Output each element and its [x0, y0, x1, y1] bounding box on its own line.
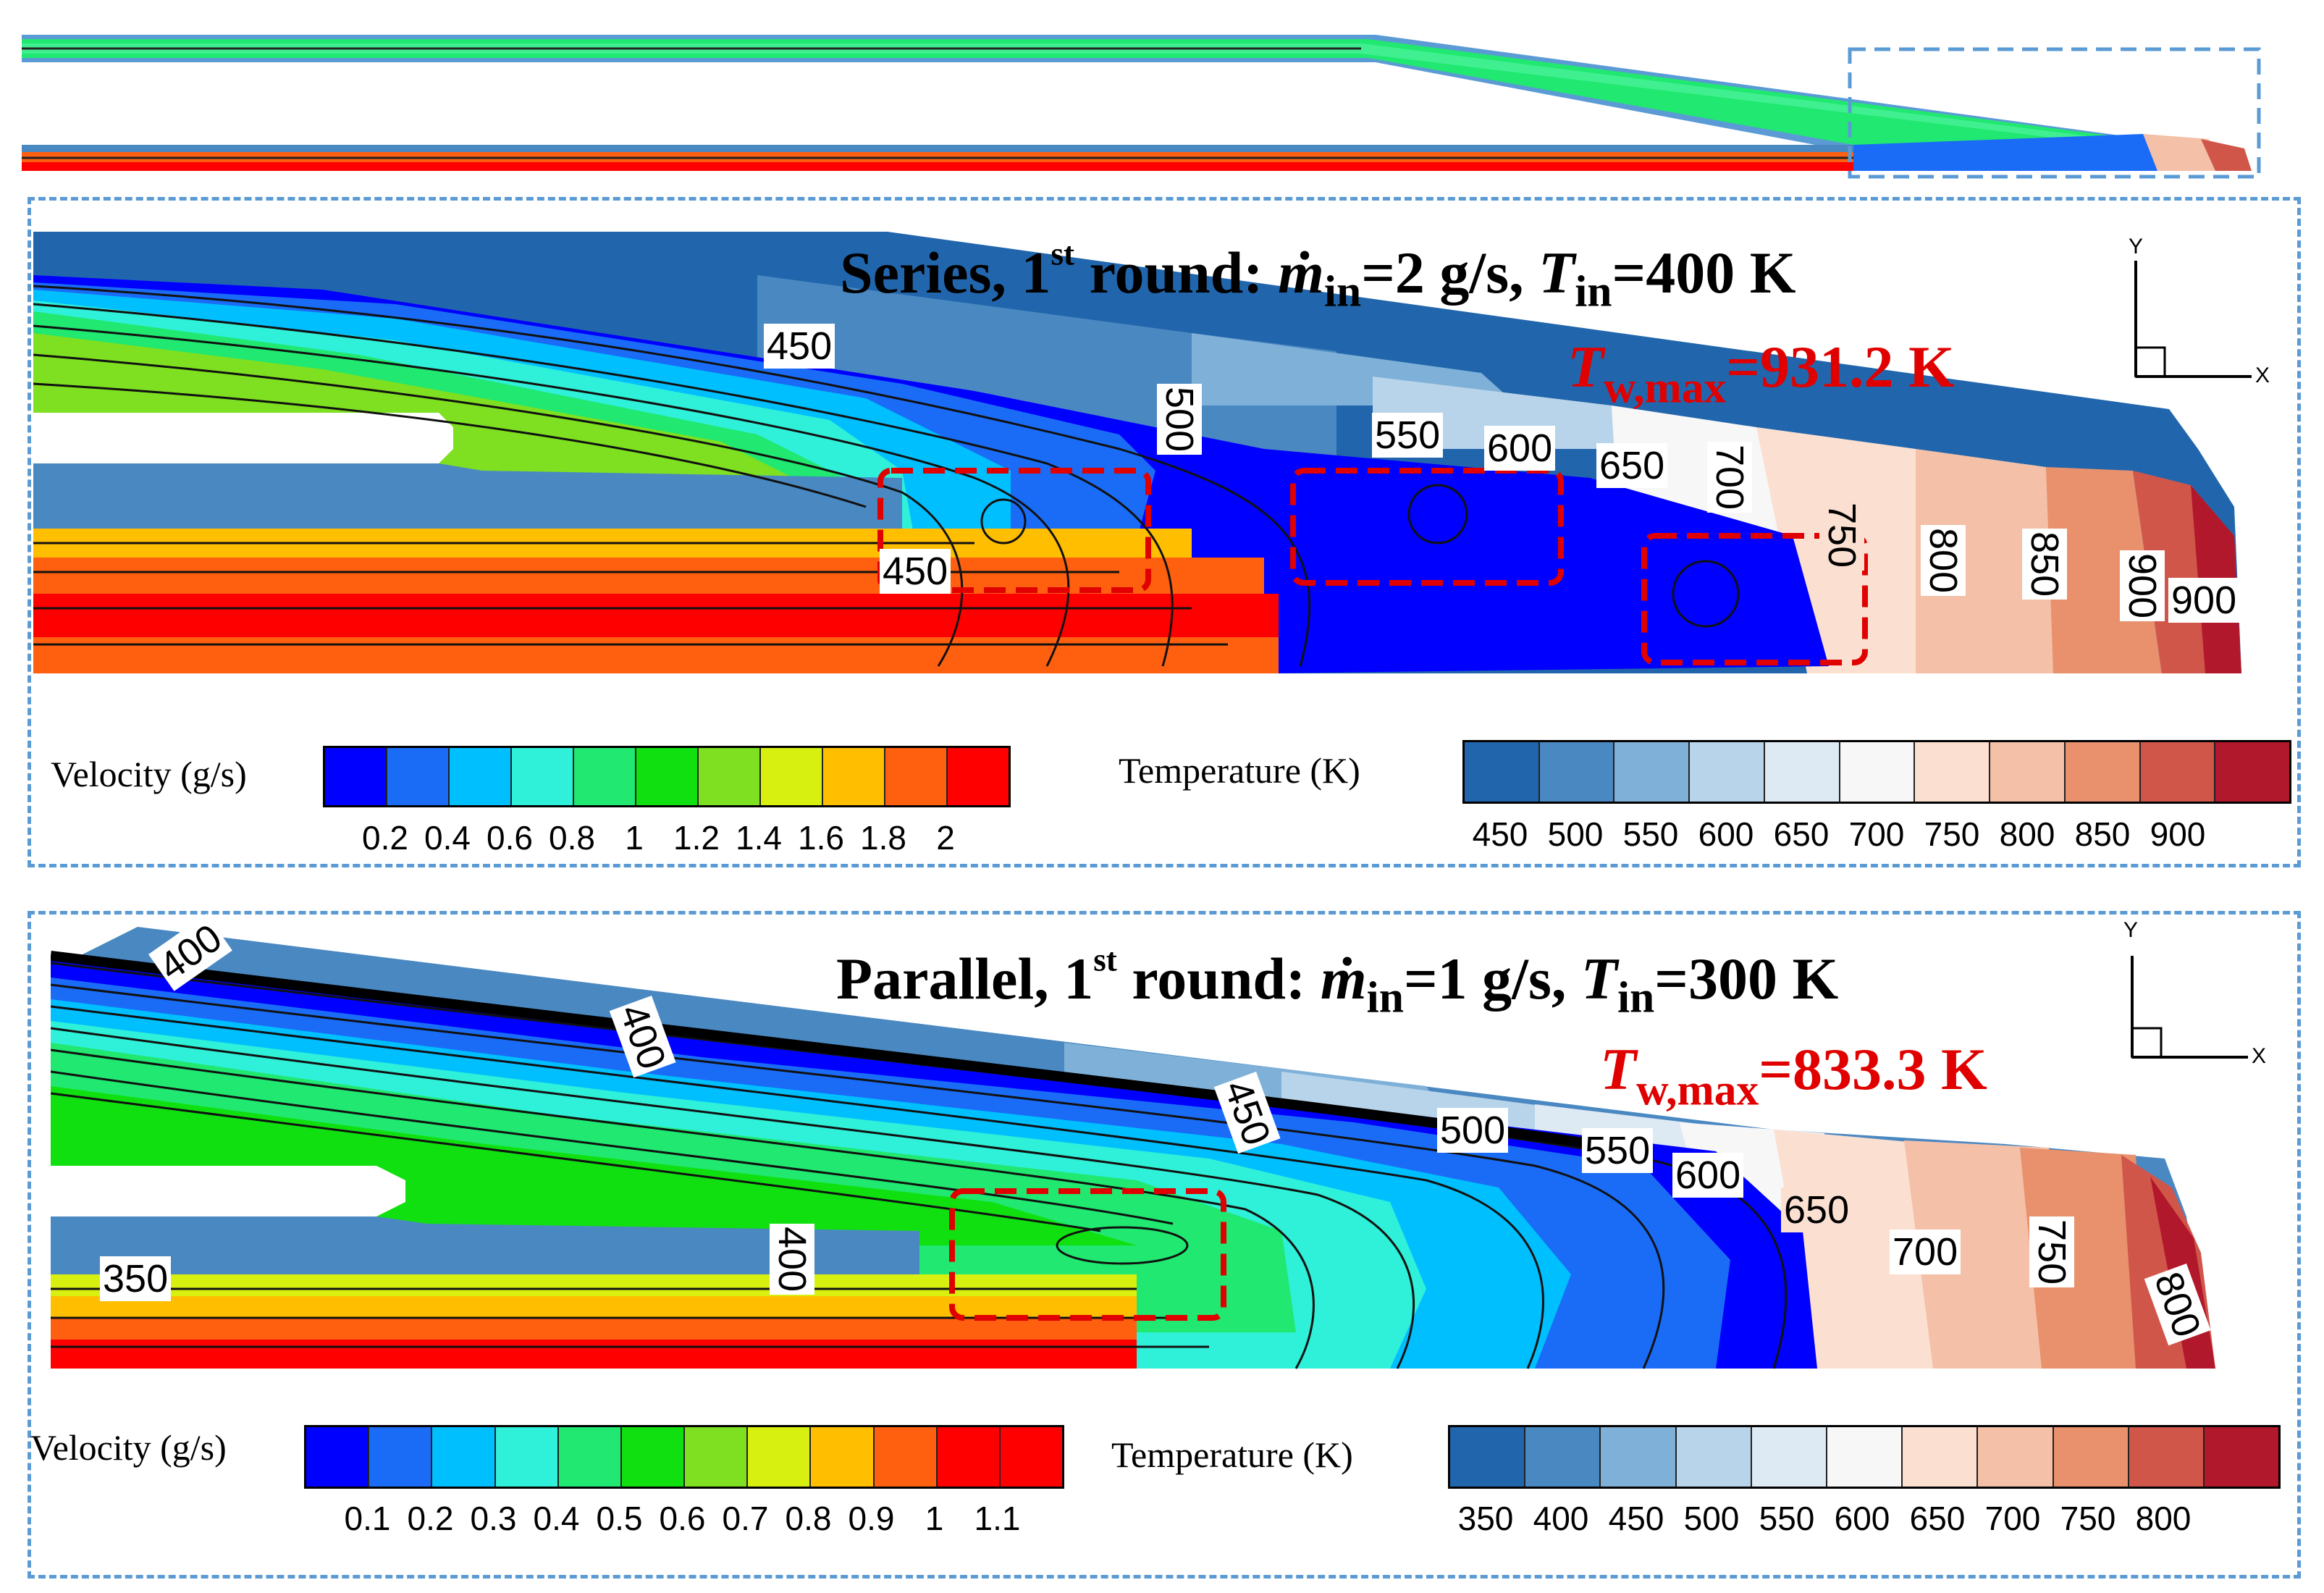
parallel-axis-x-label: X	[2252, 1044, 2267, 1068]
series-panel-frame	[28, 197, 2301, 867]
series-velocity-ticks: 0.2 0.4 0.6 0.8 1 1.2 1.4 1.6 1.8 2	[362, 819, 955, 857]
parallel-contour-label-700: 700	[1890, 1230, 1961, 1274]
overview-geometry	[22, 35, 2261, 179]
series-contour-label-900-b: 900	[2168, 578, 2240, 623]
series-contour-label-500: 500	[1157, 384, 1202, 455]
series-title: Series, 1st round: ṁin=2 g/s, Tin=400 K	[840, 235, 1796, 316]
parallel-contour-label-350: 350	[100, 1256, 172, 1301]
parallel-axis-triad	[2131, 956, 2248, 1059]
series-axis-triad	[2134, 261, 2252, 378]
parallel-max-wall-temperature: Tw,max=833.3 K	[1600, 1036, 1987, 1115]
series-contour-label-650: 650	[1596, 443, 1668, 488]
series-contour-label-450-inner: 450	[880, 549, 951, 594]
series-velocity-colorbar	[323, 746, 1011, 807]
parallel-contour-label-500: 500	[1437, 1108, 1509, 1153]
series-contour-label-900-a: 900	[2120, 550, 2165, 622]
parallel-temperature-label: Temperature (K)	[1111, 1434, 1353, 1475]
series-contour-plot	[33, 232, 2241, 673]
parallel-contour-label-650: 650	[1781, 1188, 1853, 1232]
series-contour-label-750: 750	[1819, 500, 1864, 571]
parallel-temperature-ticks: 350 400 450 500 550 600 650 700 750 800	[1457, 1500, 2192, 1537]
series-contour-label-550: 550	[1372, 413, 1444, 458]
parallel-axis-y-label: Y	[2123, 918, 2139, 942]
series-temperature-colorbar	[1462, 740, 2291, 804]
series-max-wall-temperature: Tw,max=931.2 K	[1567, 334, 1955, 413]
series-contour-label-600: 600	[1484, 426, 1556, 471]
series-axis-x-label: X	[2255, 363, 2270, 387]
series-temperature-ticks: 450 500 550 600 650 700 750 800 850 900	[1472, 815, 2206, 853]
parallel-contour-label-400-inner: 400	[770, 1224, 814, 1295]
parallel-temperature-colorbar	[1448, 1425, 2281, 1489]
parallel-title: Parallel, 1st round: ṁin=1 g/s, Tin=300 …	[836, 941, 1839, 1022]
series-velocity-label: Velocity (g/s)	[51, 754, 247, 794]
series-temperature-label: Temperature (K)	[1119, 750, 1360, 791]
parallel-contour-label-550: 550	[1582, 1128, 1654, 1173]
parallel-panel-frame	[28, 911, 2301, 1579]
parallel-velocity-ticks: 0.1 0.2 0.3 0.4 0.5 0.6 0.7 0.8 0.9 1 1.1	[344, 1500, 1021, 1537]
parallel-velocity-label: Velocity (g/s)	[30, 1427, 227, 1468]
series-axis-y-label: Y	[2129, 235, 2144, 259]
series-contour-label-450-top: 450	[764, 324, 835, 369]
parallel-contour-label-600: 600	[1672, 1153, 1744, 1198]
parallel-contour-label-750: 750	[2029, 1216, 2074, 1288]
series-contour-label-800: 800	[1921, 525, 1966, 597]
parallel-velocity-colorbar	[304, 1425, 1064, 1489]
series-contour-label-700: 700	[1707, 442, 1752, 513]
parallel-contour-plot	[51, 927, 2215, 1369]
series-contour-label-850: 850	[2022, 529, 2067, 600]
